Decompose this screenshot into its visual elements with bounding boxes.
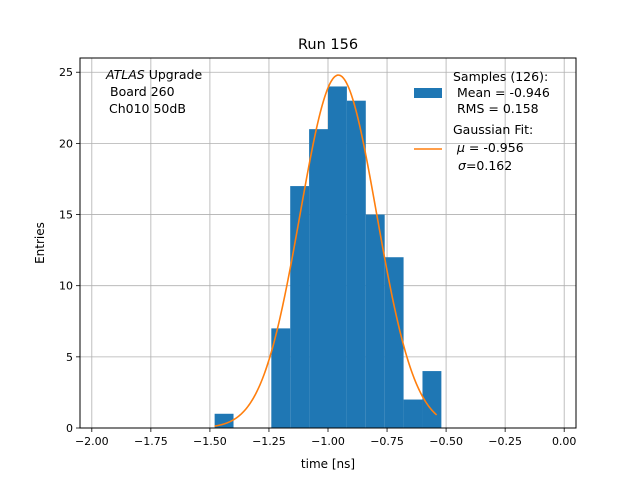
y-axis-label: Entries: [33, 222, 47, 264]
histogram-bar-4: [328, 86, 347, 428]
legend-fit-mu: μ = -0.956: [456, 140, 524, 155]
legend-hist-line1: Samples (126):: [453, 69, 548, 84]
histogram-bar-2: [290, 186, 310, 428]
gaussian-fit-curve: [214, 74, 438, 427]
legend-hist-line2: Mean = -0.946: [457, 85, 550, 100]
y-tick-label-3: 15: [59, 209, 73, 222]
histogram-bar-9: [422, 371, 442, 428]
x-tick-label-2: −1.50: [193, 435, 227, 448]
histogram-bar-6: [365, 214, 385, 428]
atlas-upgrade-text: Upgrade: [145, 67, 203, 82]
x-tick-label-0: −2.00: [75, 435, 109, 448]
legend-sigma-symbol: σ: [458, 158, 467, 173]
x-tick-label-5: −0.75: [370, 435, 404, 448]
legend-mu-symbol: μ: [456, 140, 465, 155]
atlas-annotation-line2: Board 260: [110, 84, 175, 99]
legend-fit-sigma: σ=0.162: [458, 158, 512, 173]
x-tick-label-6: −0.50: [429, 435, 463, 448]
x-axis-ticks: −2.00 −1.75 −1.50 −1.25 −1.00 −0.75 −0.50 −0.25…: [75, 428, 576, 448]
x-tick-label-1: −1.75: [134, 435, 168, 448]
legend-fit-line1: Gaussian Fit:: [453, 122, 533, 137]
y-tick-label-4: 20: [59, 137, 73, 150]
histogram-bar-3: [309, 129, 328, 428]
y-tick-label-5: 25: [59, 66, 73, 79]
histogram-bar-1: [271, 328, 291, 428]
legend-sigma-value: =0.162: [466, 158, 512, 173]
legend-hist-line3: RMS = 0.158: [457, 101, 539, 116]
atlas-annotation-line1: ATLAS Upgrade: [105, 67, 202, 82]
y-tick-label-1: 5: [66, 351, 73, 364]
x-tick-label-8: 0.00: [552, 435, 577, 448]
x-axis-label: time [ns]: [301, 457, 355, 471]
x-tick-label-7: −0.25: [488, 435, 522, 448]
atlas-annotation-line3: Ch010 50dB: [109, 101, 186, 116]
histogram-bar-7: [384, 257, 404, 428]
legend: Samples (126): Mean = -0.946 RMS = 0.158…: [414, 69, 550, 173]
y-tick-label-2: 10: [59, 280, 73, 293]
y-axis-ticks: 0 5 10 15 20 25: [59, 66, 80, 435]
x-tick-label-3: −1.25: [252, 435, 286, 448]
atlas-italic-text: ATLAS: [105, 67, 145, 82]
chart-title: Run 156: [298, 37, 358, 53]
histogram-bar-5: [346, 100, 366, 428]
histogram-bar-8: [403, 399, 423, 428]
legend-mu-value: = -0.956: [465, 140, 524, 155]
x-tick-label-4: −1.00: [311, 435, 345, 448]
legend-hist-swatch: [414, 88, 442, 98]
gaussian-fit: [214, 74, 438, 427]
y-tick-label-0: 0: [66, 422, 73, 435]
